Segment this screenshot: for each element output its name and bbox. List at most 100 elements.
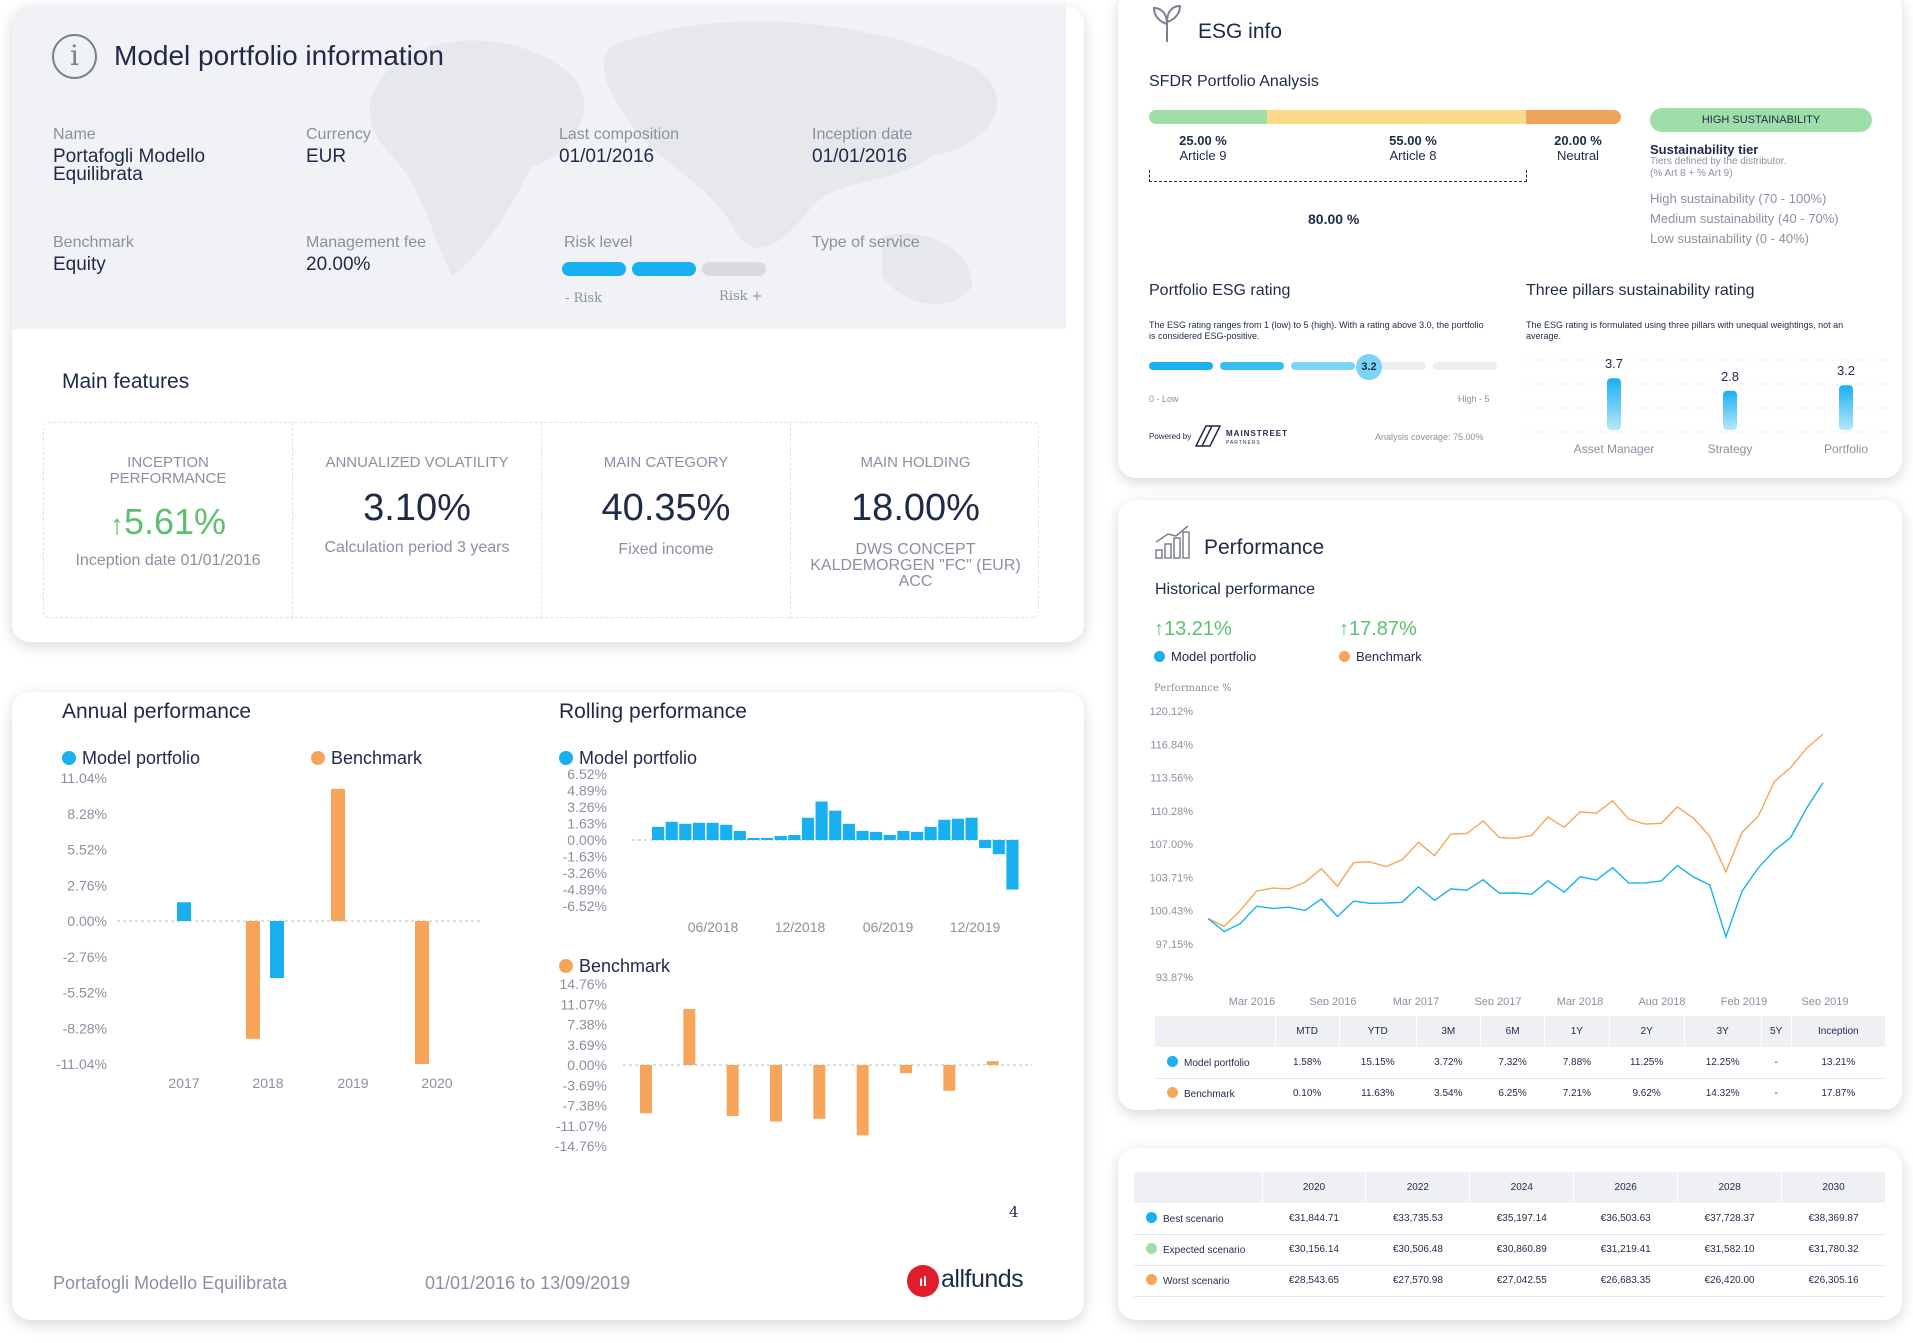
y-tick-label: 113.56% bbox=[1150, 773, 1193, 785]
y-tick-label: 3.69% bbox=[567, 1037, 607, 1053]
pillar-label: Strategy bbox=[1708, 442, 1753, 456]
table-header-cell: 2Y bbox=[1609, 1016, 1685, 1047]
tier-formula: (% Art 8 + % Art 9) bbox=[1650, 168, 1733, 179]
table-row: Expected scenario €30,156.14 €30,506.48 €30… bbox=[1134, 1234, 1886, 1266]
y-tick-label: 100.43% bbox=[1150, 906, 1194, 918]
table-cell: €35,197.14 bbox=[1469, 1203, 1574, 1235]
scenarios-table: 2020 2022 2024 2026 2028 2030 Best scenario €3… bbox=[1134, 1172, 1886, 1297]
legend-label: Model portfolio bbox=[579, 748, 698, 768]
feature-volatility: ANNUALIZED VOLATILITY 3.10% Calculation … bbox=[293, 423, 542, 619]
annual-performance-title: Annual performance bbox=[62, 700, 252, 723]
y-tick-label: 11.07% bbox=[561, 996, 607, 1012]
portfolio-bar bbox=[951, 818, 964, 840]
legend-label: Model portfolio bbox=[82, 748, 201, 768]
table-cell: €26,683.35 bbox=[1573, 1265, 1678, 1297]
risk-segment bbox=[702, 262, 766, 276]
features-grid: INCEPTION PERFORMANCE ↑5.61% Inception d… bbox=[43, 422, 1039, 619]
row-label: Worst scenario bbox=[1134, 1265, 1262, 1297]
table-cell: 15.15% bbox=[1339, 1047, 1417, 1079]
table-cell: 12.25% bbox=[1684, 1047, 1762, 1079]
benchmark-bar bbox=[640, 1065, 652, 1114]
rating-low-label: 0 - Low bbox=[1149, 394, 1179, 404]
y-tick-label: 7.38% bbox=[567, 1017, 607, 1033]
portfolio-bar bbox=[692, 822, 706, 840]
rolling-legend-benchmark: Benchmark bbox=[559, 956, 670, 977]
table-header-cell bbox=[1134, 1172, 1263, 1203]
portfolio-bar bbox=[801, 817, 815, 840]
legend-dot bbox=[559, 751, 573, 765]
legend-dot bbox=[62, 751, 76, 765]
legend-label: Benchmark bbox=[579, 956, 671, 976]
portfolio-bar bbox=[870, 831, 883, 840]
table-header-cell: 3Y bbox=[1684, 1016, 1762, 1047]
y-tick-label: -3.26% bbox=[563, 865, 607, 881]
table-cell: 17.87% bbox=[1791, 1078, 1886, 1110]
tier-medium: Medium sustainability (40 - 70%) bbox=[1650, 211, 1839, 226]
legend-dot bbox=[1167, 1055, 1178, 1067]
historical-performance-chart: 120.12% 116.84% 113.56% 110.28% 107.00% 103.7… bbox=[1150, 706, 1849, 1005]
pillar-value: 3.2 bbox=[1837, 363, 1855, 378]
tier-low: Low sustainability (0 - 40%) bbox=[1650, 231, 1809, 246]
portfolio-bar bbox=[815, 801, 828, 840]
table-cell: 7.32% bbox=[1480, 1047, 1545, 1079]
feature-value-text: 5.61% bbox=[123, 501, 227, 542]
allfunds-logo-icon: ıl bbox=[907, 1265, 939, 1297]
portfolio-bar bbox=[177, 902, 191, 921]
benchmark-bar bbox=[415, 921, 429, 1064]
x-tick-label: Aug 2018 bbox=[1638, 996, 1685, 1005]
legend-label: Model portfolio bbox=[1171, 649, 1257, 664]
table-header-cell: 2022 bbox=[1365, 1172, 1471, 1203]
esg-rating-title: Portfolio ESG rating bbox=[1149, 282, 1291, 299]
benchmark-line bbox=[1207, 733, 1824, 928]
table-cell: €26,420.00 bbox=[1677, 1265, 1782, 1297]
pillar-label: Asset Manager bbox=[1574, 442, 1655, 456]
benchmark-return-value: 17.87% bbox=[1349, 618, 1417, 640]
table-header-cell: 3M bbox=[1416, 1016, 1481, 1047]
table-cell: 1.58% bbox=[1275, 1047, 1340, 1079]
portfolio-bar bbox=[924, 826, 937, 840]
sfdr-article9: 25.00 % Article 9 bbox=[1148, 133, 1258, 163]
risk-level-bar bbox=[562, 262, 776, 276]
table-header-cell: 2020 bbox=[1262, 1172, 1367, 1203]
management-fee-label: Management fee bbox=[306, 234, 427, 251]
portfolio-return-value: 13.21% bbox=[1164, 618, 1232, 640]
esg-rating-marker: 3.2 bbox=[1356, 354, 1382, 380]
arrow-up-icon: ↑ bbox=[1339, 618, 1349, 640]
table-cell: 11.63% bbox=[1339, 1078, 1417, 1110]
page-number: 4 bbox=[1009, 1203, 1019, 1221]
table-cell: 9.62% bbox=[1609, 1078, 1685, 1110]
name-label: Name bbox=[53, 126, 96, 143]
annual-legend-benchmark: Benchmark bbox=[311, 748, 422, 769]
sfdr-label: Article 9 bbox=[1179, 148, 1227, 163]
table-cell: €28,543.65 bbox=[1262, 1265, 1366, 1297]
esg-card: ESG info SFDR Portfolio Analysis 25.00 %… bbox=[1118, 0, 1902, 478]
legend-dot bbox=[1146, 1274, 1157, 1285]
historical-performance-title: Historical performance bbox=[1155, 581, 1316, 598]
portfolio-bar bbox=[938, 819, 951, 840]
table-header-row: MTD YTD 3M 6M 1Y 2Y 3Y 5Y Inception bbox=[1155, 1016, 1887, 1047]
table-header-cell: 1Y bbox=[1544, 1016, 1610, 1047]
portfolio-bar bbox=[720, 824, 733, 840]
x-tick-label: 2019 bbox=[337, 1075, 368, 1091]
name-value: Portafogli Modello Equilibrata bbox=[53, 146, 206, 185]
y-tick-label: 0.00% bbox=[567, 1057, 607, 1073]
annual-legend-portfolio: Model portfolio bbox=[62, 748, 200, 769]
table-cell: €37,728.37 bbox=[1677, 1203, 1782, 1235]
row-label-text: Worst scenario bbox=[1163, 1276, 1230, 1287]
table-row: Model portfolio 1.58% 15.15% 3.72% 7.32% 7.88… bbox=[1155, 1047, 1886, 1079]
feature-sub: Fixed income bbox=[618, 541, 714, 558]
portfolio-bar bbox=[774, 835, 787, 840]
inception-date-label: Inception date bbox=[812, 126, 913, 143]
legend-label: Benchmark bbox=[331, 748, 423, 768]
sfdr-title: SFDR Portfolio Analysis bbox=[1149, 73, 1319, 90]
portfolio-bar bbox=[679, 823, 692, 840]
sfdr-neutral-segment bbox=[1526, 110, 1621, 124]
annual-performance-chart: 11.04% 8.28% 5.52% 2.76% 0.00% -2.76% -5.52% -8… bbox=[56, 770, 482, 1091]
risk-segment bbox=[632, 262, 696, 276]
x-tick-label: 12/2019 bbox=[950, 919, 1001, 935]
table-cell: €31,219.41 bbox=[1573, 1234, 1678, 1266]
arrow-up-icon: ↑ bbox=[109, 509, 124, 540]
x-tick-label: Sep 2019 bbox=[1801, 996, 1848, 1005]
leaf-icon bbox=[1146, 4, 1188, 49]
table-cell: €33,735.53 bbox=[1365, 1203, 1470, 1235]
